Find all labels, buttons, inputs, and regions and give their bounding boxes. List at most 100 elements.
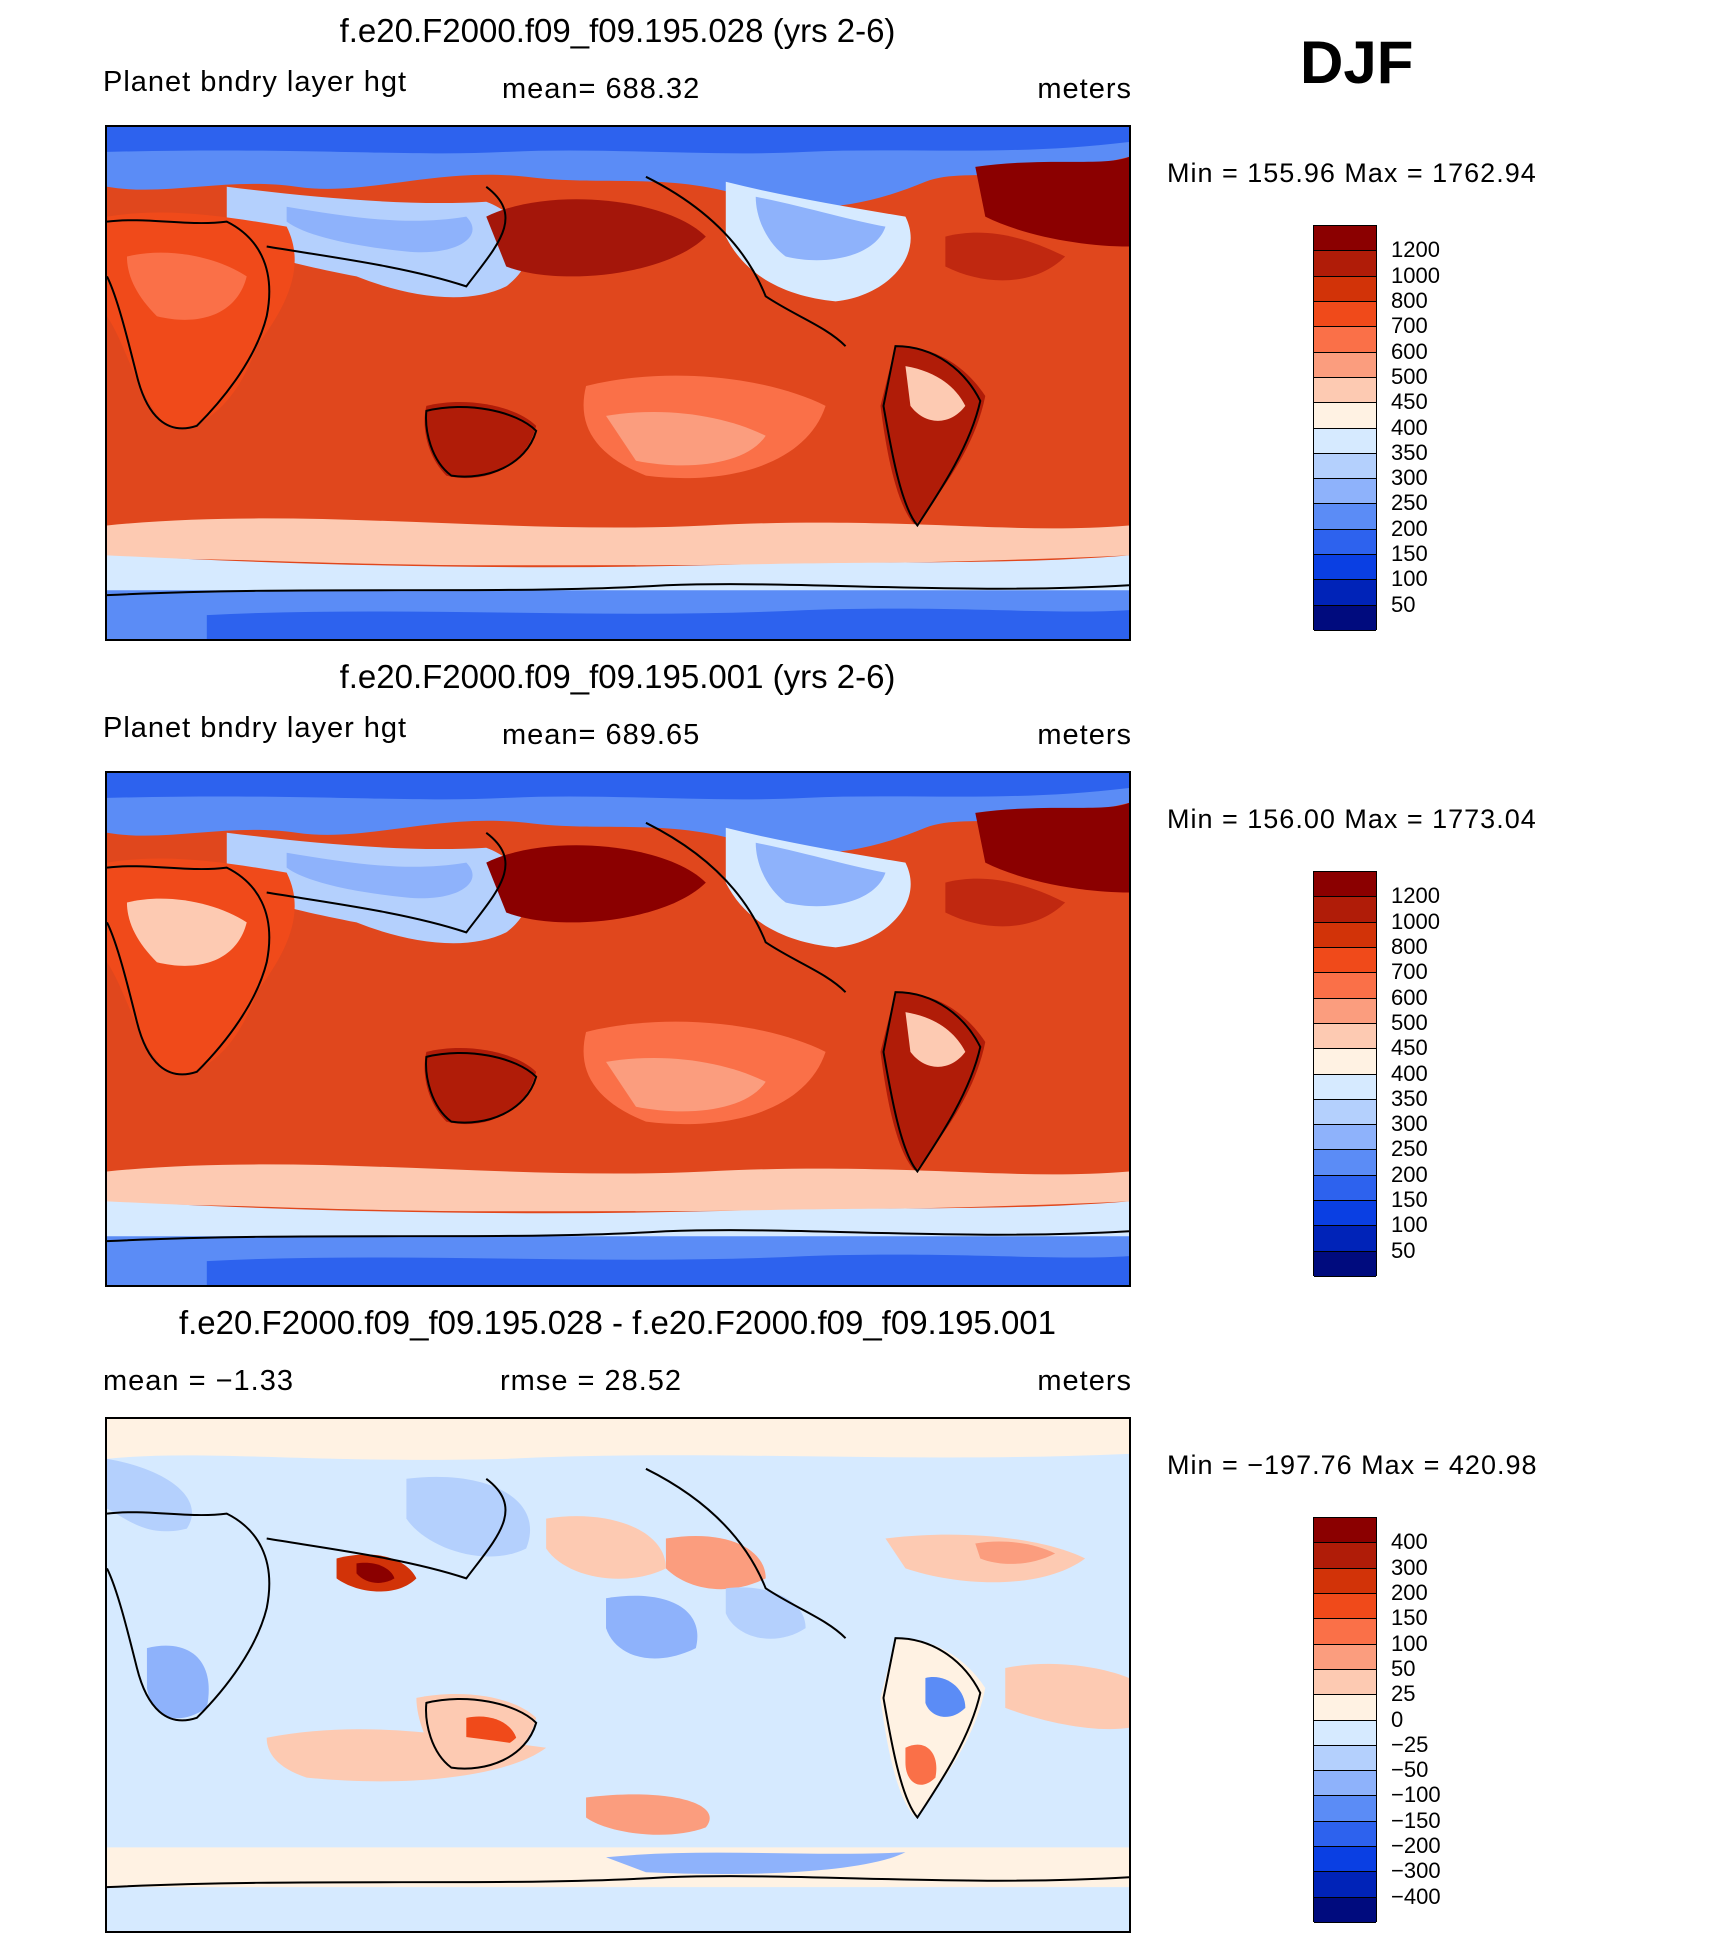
- panel-2-map: [105, 771, 1131, 1287]
- panel-3-units-label: meters: [1037, 1365, 1132, 1397]
- colorbar-swatch: [1314, 251, 1376, 277]
- colorbar-tick-label: 1200: [1391, 237, 1440, 263]
- colorbar-swatch: [1314, 1593, 1376, 1620]
- panel-3-map: [105, 1417, 1131, 1933]
- colorbar-swatch: [1314, 1720, 1376, 1746]
- colorbar-swatch: [1314, 1074, 1376, 1100]
- colorbar-tick-label: 300: [1391, 465, 1428, 491]
- colorbar-tick-label: 500: [1391, 1009, 1428, 1035]
- colorbar-tick-label: 400: [1391, 414, 1428, 440]
- colorbar-swatch: [1314, 1669, 1376, 1696]
- colorbar-swatch: [1314, 1201, 1376, 1227]
- colorbar-tick-label: 0: [1391, 1706, 1404, 1732]
- colorbar-swatch: [1314, 1619, 1376, 1645]
- colorbar-tick-label: 200: [1391, 515, 1428, 541]
- colorbar-tick-label: 100: [1391, 1212, 1428, 1238]
- colorbar-swatch: [1314, 226, 1376, 252]
- colorbar-swatch: [1314, 1518, 1376, 1544]
- panel-1-minmax: Min = 155.96 Max = 1762.94: [1167, 158, 1537, 188]
- colorbar-tick-label: 700: [1391, 959, 1428, 985]
- panel-3-map-svg: [107, 1419, 1129, 1931]
- colorbar-tick-label: −200: [1391, 1833, 1441, 1859]
- colorbar-tick-label: 150: [1391, 541, 1428, 567]
- colorbar-swatch: [1314, 1049, 1376, 1075]
- colorbar-tick-label: 300: [1391, 1111, 1428, 1137]
- colorbar-swatch: [1314, 276, 1376, 302]
- colorbar-tick-label: −400: [1391, 1883, 1441, 1909]
- panel-1-title: f.e20.F2000.f09_f09.195.028 (yrs 2-6): [339, 12, 896, 49]
- colorbar-tick-label: 50: [1391, 1655, 1416, 1681]
- colorbar-swatch: [1314, 453, 1376, 480]
- colorbar-tick-label: 200: [1391, 1579, 1428, 1605]
- colorbar-swatch: [1314, 301, 1376, 328]
- colorbar-tick-label: 450: [1391, 389, 1428, 415]
- panel-2-variable-label: Planet bndry layer hgt: [103, 712, 408, 744]
- colorbar-swatch: [1314, 1695, 1376, 1721]
- colorbar-tick-label: 150: [1391, 1605, 1428, 1631]
- colorbar-swatch: [1314, 529, 1376, 556]
- panel-2-units-label: meters: [1037, 719, 1132, 751]
- colorbar-box: [1313, 1517, 1377, 1923]
- colorbar-swatch: [1314, 1125, 1376, 1151]
- colorbar-tick-label: −25: [1391, 1731, 1429, 1757]
- colorbar-swatch: [1314, 1821, 1376, 1848]
- colorbar-tick-label: 1000: [1391, 908, 1440, 934]
- panel-2-minmax: Min = 156.00 Max = 1773.04: [1167, 804, 1537, 834]
- colorbar-tick-label: 50: [1391, 1237, 1416, 1263]
- panel-3-minmax: Min = −197.76 Max = 420.98: [1167, 1450, 1538, 1480]
- colorbar-swatch: [1314, 1023, 1376, 1050]
- colorbar-swatch: [1314, 479, 1376, 505]
- colorbar-swatch: [1314, 1543, 1376, 1569]
- colorbar-swatch: [1314, 1897, 1376, 1923]
- panel-2-colorbar: 1200 1000 800 700 600 500 450 400 350 300 250 200 15…: [1313, 871, 1440, 1277]
- colorbar-tick-label: 450: [1391, 1035, 1428, 1061]
- colorbar-tick-label: 250: [1391, 490, 1428, 516]
- colorbar-swatch: [1314, 352, 1376, 378]
- colorbar-swatch: [1314, 580, 1376, 606]
- colorbar-swatch: [1314, 973, 1376, 999]
- colorbar-tick-label: −50: [1391, 1757, 1429, 1783]
- colorbar-swatch: [1314, 872, 1376, 898]
- colorbar-tick-label: 25: [1391, 1681, 1416, 1707]
- colorbar-tick-label: 1000: [1391, 262, 1440, 288]
- colorbar-swatch: [1314, 1872, 1376, 1898]
- colorbar-swatch: [1314, 605, 1376, 631]
- colorbar-swatch: [1314, 1796, 1376, 1822]
- colorbar-tick-label: 150: [1391, 1187, 1428, 1213]
- colorbar-tick-label: 500: [1391, 363, 1428, 389]
- colorbar-tick-label: 100: [1391, 566, 1428, 592]
- colorbar-tick-label: −100: [1391, 1782, 1441, 1808]
- colorbar-swatch: [1314, 377, 1376, 404]
- colorbar-swatch: [1314, 403, 1376, 429]
- panel-3-title: f.e20.F2000.f09_f09.195.028 - f.e20.F200…: [178, 1304, 1057, 1341]
- panel-1-map-svg: [107, 127, 1129, 639]
- colorbar-box: [1313, 871, 1377, 1277]
- colorbar-tick-label: 100: [1391, 1630, 1428, 1656]
- colorbar-swatch: [1314, 1745, 1376, 1772]
- colorbar-swatch: [1314, 1251, 1376, 1277]
- panel-2-title: f.e20.F2000.f09_f09.195.001 (yrs 2-6): [339, 658, 896, 695]
- colorbar-swatch: [1314, 504, 1376, 530]
- panel-3-mean-label: mean = −1.33: [103, 1365, 294, 1397]
- colorbar-tick-label: 50: [1391, 591, 1416, 617]
- panel-2-map-svg: [107, 773, 1129, 1285]
- colorbar-swatch: [1314, 897, 1376, 923]
- panel-1-units-label: meters: [1037, 73, 1132, 105]
- colorbar-tick-label: 600: [1391, 984, 1428, 1010]
- colorbar-tick-label: 700: [1391, 313, 1428, 339]
- colorbar-tick-label: 300: [1391, 1554, 1428, 1580]
- colorbar-tick-label: 200: [1391, 1161, 1428, 1187]
- colorbar-swatch: [1314, 555, 1376, 581]
- colorbar-swatch: [1314, 1644, 1376, 1670]
- panel-1-colorbar: 1200 1000 800 700 600 500 450 400 350 300 250 200 15…: [1313, 225, 1440, 631]
- colorbar-swatch: [1314, 1175, 1376, 1202]
- colorbar-tick-label: 1200: [1391, 883, 1440, 909]
- colorbar-tick-label: 350: [1391, 439, 1428, 465]
- season-label: DJF: [1300, 29, 1414, 96]
- colorbar-swatch: [1314, 1226, 1376, 1252]
- colorbar-tick-label: 600: [1391, 338, 1428, 364]
- colorbar-tick-label: 400: [1391, 1060, 1428, 1086]
- panel-3-rmse-label: rmse = 28.52: [500, 1365, 683, 1397]
- colorbar-tick-label: 350: [1391, 1085, 1428, 1111]
- panel-1-mean-label: mean= 688.32: [502, 73, 701, 105]
